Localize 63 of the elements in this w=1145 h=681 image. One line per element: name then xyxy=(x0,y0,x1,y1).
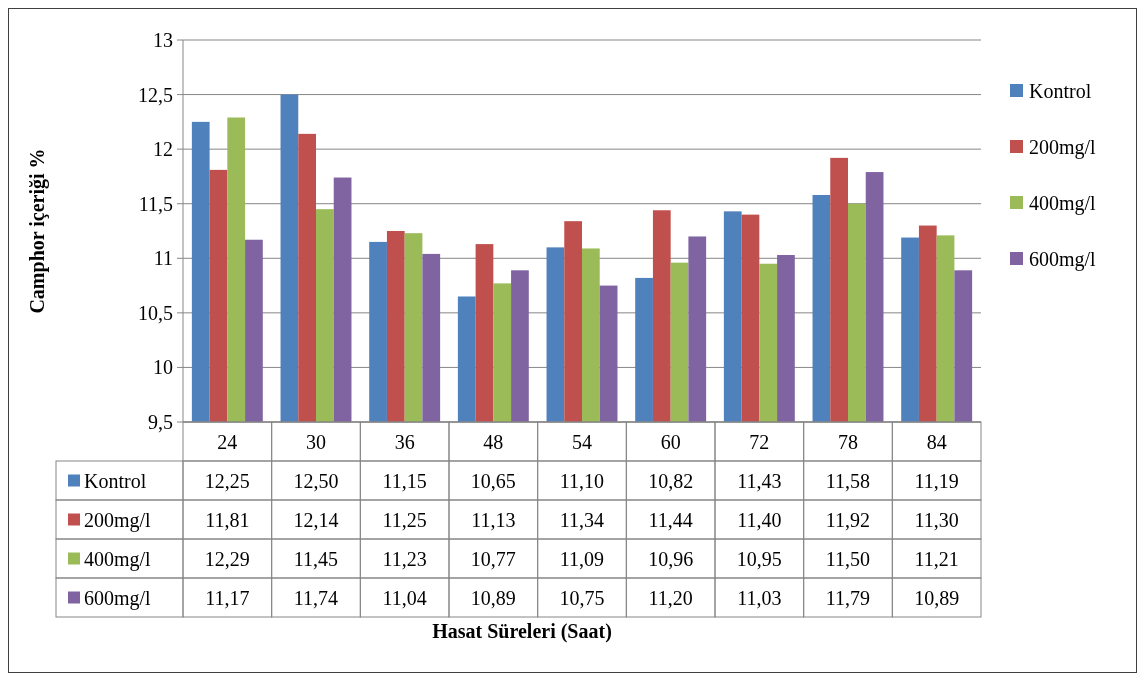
data-label: 11,09 xyxy=(559,547,605,570)
y-axis-title: Camphor içeriği % xyxy=(26,148,49,314)
data-label: 11,15 xyxy=(382,469,427,492)
data-label: 12,29 xyxy=(204,547,250,570)
data-label: 12,14 xyxy=(293,508,339,531)
y-tick-label: 10,5 xyxy=(138,301,173,324)
x-tick-label: 60 xyxy=(660,430,681,453)
x-tick-label: 78 xyxy=(838,430,858,453)
data-label: 10,95 xyxy=(736,547,782,570)
legend-label: 400mg/l xyxy=(1029,192,1097,215)
x-tick-label: 48 xyxy=(483,430,504,453)
data-label: 12,25 xyxy=(204,469,250,492)
data-label: 11,19 xyxy=(914,469,959,492)
data-label: 11,34 xyxy=(559,508,605,531)
data-label: 11,44 xyxy=(648,508,693,531)
data-label: 11,79 xyxy=(825,586,871,609)
x-tick-label: 84 xyxy=(926,430,947,453)
data-label: 10,65 xyxy=(470,469,516,492)
data-label: 11,10 xyxy=(559,469,605,492)
data-label: 11,04 xyxy=(382,586,427,609)
y-tick-label: 9,5 xyxy=(148,411,173,433)
y-tick-label: 10 xyxy=(153,356,173,379)
text: 600mg/l xyxy=(84,586,151,609)
legend-label: Kontrol xyxy=(84,469,147,492)
data-label: 11,45 xyxy=(293,547,339,570)
data-label: 11,17 xyxy=(205,586,250,609)
data-label: 11,30 xyxy=(914,508,959,531)
data-label: 10,77 xyxy=(470,547,516,570)
text: 400mg/l xyxy=(84,547,151,570)
data-label: 10,89 xyxy=(914,586,960,609)
data-label: 10,75 xyxy=(559,586,605,609)
y-tick-label: 12 xyxy=(153,138,173,161)
text: 200mg/l xyxy=(84,508,151,531)
data-label: 10,96 xyxy=(648,547,694,570)
data-label: 12,50 xyxy=(293,469,339,492)
legend-label: 600mg/l xyxy=(1029,248,1097,271)
data-label: 11,20 xyxy=(648,586,693,609)
x-tick-label: 30 xyxy=(306,430,326,453)
data-label: 11,03 xyxy=(737,586,782,609)
y-tick-label: 13 xyxy=(153,29,173,51)
text: Hasat Süreleri (Saat) xyxy=(432,620,612,643)
x-tick-label: 36 xyxy=(394,430,415,453)
data-label: 11,92 xyxy=(825,508,871,531)
y-tick-label: 11,5 xyxy=(138,192,173,215)
data-label: 10,89 xyxy=(470,586,516,609)
data-label: 11,50 xyxy=(825,547,871,570)
data-label: 11,58 xyxy=(825,469,871,492)
y-tick-label: 11 xyxy=(153,247,173,270)
legend-label: 200mg/l xyxy=(1029,136,1097,159)
data-label: 11,23 xyxy=(382,547,427,570)
x-tick-label: 54 xyxy=(572,430,592,453)
x-tick-label: 72 xyxy=(749,430,770,453)
y-tick-label: 12,5 xyxy=(138,83,173,106)
data-label: 11,43 xyxy=(737,469,782,492)
data-label: 11,74 xyxy=(293,586,339,609)
x-tick-label: 24 xyxy=(217,430,238,453)
data-label: 11,25 xyxy=(382,508,427,531)
text: Kontrol xyxy=(1029,80,1092,102)
data-label: 10,82 xyxy=(648,469,694,492)
data-label: 11,81 xyxy=(205,508,250,531)
data-label: 11,40 xyxy=(737,508,782,531)
data-label: 11,13 xyxy=(471,508,516,531)
data-label: 11,21 xyxy=(914,547,959,570)
